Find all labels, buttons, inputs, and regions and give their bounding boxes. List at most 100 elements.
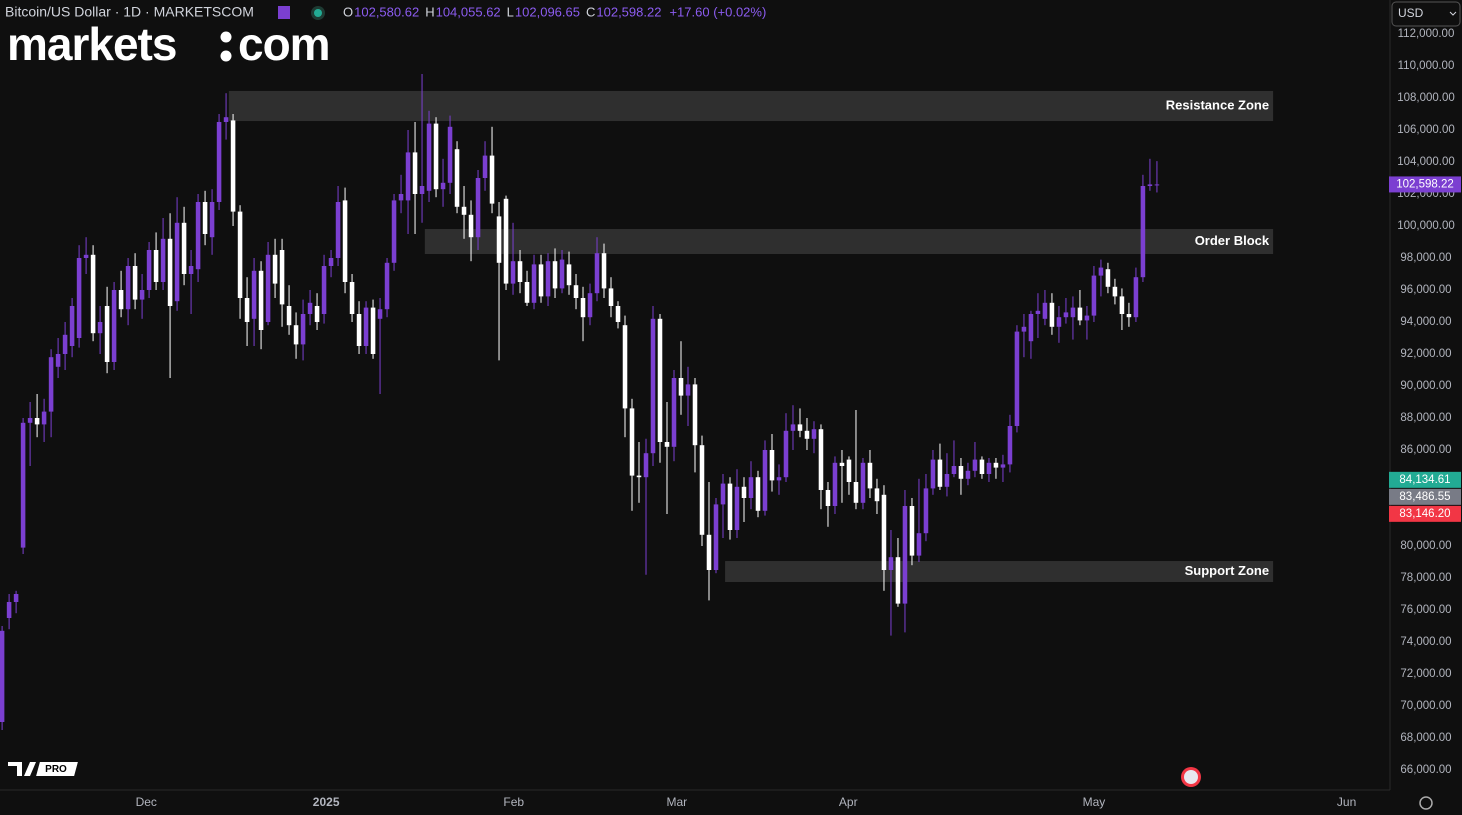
candle-body (111, 290, 117, 362)
candle-body (118, 290, 124, 310)
candle-body (671, 378, 677, 447)
candle-body (181, 222, 187, 274)
logo-dot (220, 50, 232, 62)
candle-body (97, 322, 103, 334)
candle-body (475, 178, 481, 238)
currency-label[interactable]: USD (1398, 6, 1424, 20)
symbol: Bitcoin/US Dollar · 1D · MARKETSCOM (5, 4, 254, 20)
candle-body (370, 307, 376, 354)
candle-body (20, 422, 26, 548)
candle-body (307, 302, 313, 314)
x-tick-label: Dec (136, 795, 157, 809)
y-tick-label: 72,000.00 (1400, 668, 1451, 680)
candle-body (461, 206, 467, 215)
price-tag (1389, 471, 1461, 488)
candle-body (349, 282, 355, 314)
candle-body (454, 149, 460, 207)
candle-body (1056, 317, 1062, 327)
currency-button[interactable] (1391, 1, 1461, 27)
candle-body (202, 202, 208, 234)
candle-body (657, 318, 663, 442)
ohlc-key: H (425, 4, 434, 19)
candle-body (195, 202, 201, 270)
candle-body (1000, 464, 1006, 468)
candle-body (510, 261, 516, 284)
candle-body (34, 418, 40, 425)
y-tick-label: 76,000.00 (1400, 604, 1451, 616)
candle-body (1147, 184, 1153, 186)
y-tick-label: 78,000.00 (1400, 572, 1451, 584)
candle-body (748, 477, 754, 498)
candle-body (958, 466, 964, 479)
candle-body (286, 306, 292, 326)
candle-body (104, 306, 110, 362)
zone-label: Order Block (1195, 233, 1270, 248)
zone-label: Support Zone (1185, 563, 1270, 578)
overlay: Bitcoin/US Dollar · 1D · MARKETSCOM O 102… (5, 1, 1461, 810)
settings-icon[interactable] (1419, 796, 1433, 810)
candle-body (573, 285, 579, 298)
ohlc-value: 104,055.62 (436, 4, 501, 19)
zone (228, 90, 1274, 122)
candle-body (545, 261, 551, 297)
dropdown-arrow[interactable] (1449, 11, 1457, 16)
candle-body (776, 477, 782, 481)
logo-dot (220, 31, 232, 43)
candle-body (692, 384, 698, 446)
y-tick-label: 80,000.00 (1400, 540, 1451, 552)
candle-body (517, 261, 523, 282)
candle-body (503, 198, 509, 284)
candle-body (860, 462, 866, 503)
y-tick-label: 112,000.00 (1398, 28, 1455, 40)
candle-body (559, 259, 565, 289)
pro-badge-text: PRO (45, 764, 67, 775)
candle-body (391, 200, 397, 263)
ohlc-value: 102,096.65 (515, 4, 580, 19)
event-icon[interactable] (1184, 770, 1198, 784)
candle-body (951, 466, 957, 474)
y-tick-label: 92,000.00 (1400, 348, 1451, 360)
y-tick-label: 74,000.00 (1400, 636, 1451, 648)
candle-body (62, 334, 68, 354)
candle-body (601, 253, 607, 289)
candle-body (678, 378, 684, 396)
candle-body (979, 459, 985, 474)
ohlc-legend: O 102,580.62 H 104,055.62 L 102,096.65 C 102,59… (343, 4, 766, 19)
candle-body (489, 155, 495, 204)
candle-body (1105, 269, 1111, 287)
candle-body (167, 238, 173, 306)
ohlc-value: 102,580.62 (354, 4, 419, 19)
change: +17.60 (+0.02%) (669, 4, 766, 19)
candle-body (699, 445, 705, 535)
candle-body (965, 470, 971, 479)
price-tag-label: 83,146.20 (1399, 508, 1450, 520)
candle-body (909, 506, 915, 556)
pro-badge (36, 762, 78, 776)
candle-body (279, 250, 285, 305)
candle-body (888, 557, 894, 570)
candle-body (937, 459, 943, 487)
price-tag-label: 84,134.61 (1399, 474, 1450, 486)
candle-body (41, 411, 47, 425)
zone-label: Resistance Zone (1166, 97, 1269, 112)
candle-body (727, 483, 733, 530)
candle-body (300, 314, 306, 345)
candle-body (853, 482, 859, 503)
y-tick-label: 104,000.00 (1397, 156, 1455, 168)
flag-icon (278, 6, 290, 19)
candle-body (1112, 286, 1118, 297)
ohlc-key: L (507, 4, 514, 19)
candle-body (643, 453, 649, 478)
candle-body (1021, 326, 1027, 332)
candle-body (482, 155, 488, 178)
candle-body (335, 202, 341, 258)
candle-body (1133, 277, 1139, 318)
zone (725, 561, 1274, 582)
price-tag-label: 83,486.55 (1399, 491, 1450, 503)
candle-body (258, 270, 264, 330)
candle-body (1154, 184, 1160, 186)
y-tick-label: 68,000.00 (1400, 732, 1451, 744)
candle-body (825, 490, 831, 506)
candle-body (524, 282, 530, 303)
